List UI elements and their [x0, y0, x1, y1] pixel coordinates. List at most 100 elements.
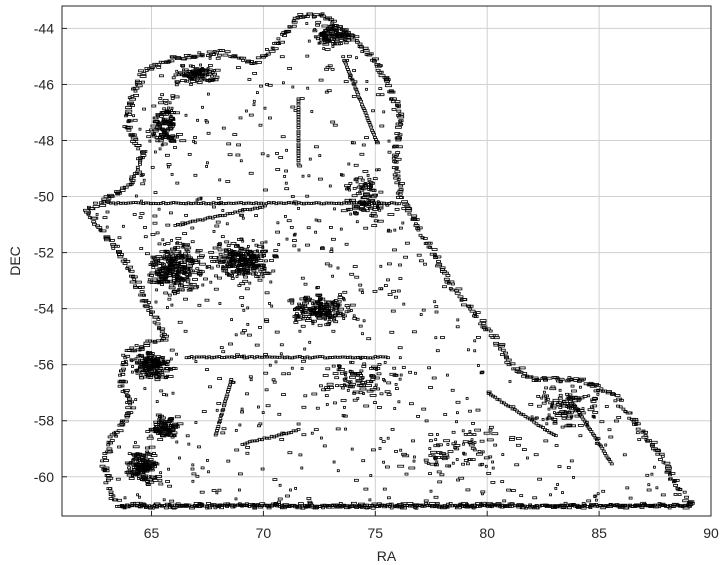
data-point [301, 433, 307, 437]
data-point [398, 119, 403, 123]
data-point [389, 97, 397, 101]
data-point [245, 258, 250, 262]
data-point [292, 233, 296, 237]
data-point [257, 504, 262, 508]
data-point [174, 254, 177, 258]
data-point [350, 371, 355, 375]
data-point [187, 152, 192, 156]
data-point [668, 473, 672, 477]
data-point [152, 479, 159, 482]
data-point [156, 432, 160, 435]
data-point [296, 139, 301, 142]
data-point [147, 367, 154, 371]
data-point [130, 349, 136, 353]
data-point [453, 446, 458, 450]
data-point [333, 39, 340, 43]
data-point [366, 337, 372, 341]
data-point [352, 398, 358, 402]
data-point [173, 425, 179, 429]
data-point [132, 118, 138, 122]
data-point [327, 201, 331, 205]
data-point [221, 427, 227, 431]
data-point [401, 452, 408, 456]
data-point [319, 202, 324, 206]
data-point [257, 263, 265, 267]
data-point [125, 406, 133, 410]
data-point [355, 90, 360, 94]
data-point [387, 213, 395, 216]
data-point [613, 399, 618, 403]
data-point [289, 430, 294, 434]
data-point [325, 65, 331, 69]
data-point [186, 264, 194, 268]
data-point [296, 115, 301, 119]
data-point [173, 146, 177, 149]
data-point [307, 174, 311, 178]
data-point [208, 385, 212, 389]
data-point [142, 504, 147, 507]
data-point [473, 349, 477, 353]
data-point [127, 466, 131, 470]
data-point [252, 439, 257, 443]
data-point [396, 105, 401, 109]
data-point [165, 269, 169, 273]
data-point [162, 99, 169, 102]
data-point [328, 355, 333, 359]
data-point [272, 355, 277, 359]
data-point [470, 438, 474, 442]
data-point [161, 333, 167, 336]
data-point [289, 488, 292, 492]
data-point [190, 226, 195, 230]
data-point [217, 53, 222, 57]
data-point [540, 503, 545, 507]
data-point [332, 460, 336, 464]
data-point [131, 201, 136, 205]
data-point [392, 366, 397, 370]
data-point [159, 389, 164, 393]
data-point [237, 472, 243, 476]
data-point [272, 478, 278, 482]
data-point [376, 372, 382, 376]
data-point [217, 276, 222, 280]
data-point [262, 272, 270, 275]
data-point [296, 144, 301, 148]
data-point [126, 411, 134, 415]
data-point [544, 386, 548, 390]
data-point [593, 495, 597, 498]
data-point [241, 329, 247, 332]
data-point [180, 73, 184, 77]
data-point [138, 162, 142, 166]
data-point [558, 388, 562, 392]
data-point [534, 379, 541, 383]
data-point [567, 406, 572, 410]
data-point [369, 374, 373, 377]
data-point [354, 88, 359, 91]
data-point [350, 141, 354, 144]
data-point [176, 73, 181, 77]
data-point [405, 206, 412, 210]
data-point [353, 478, 359, 482]
data-point [525, 505, 530, 508]
data-point [230, 276, 235, 280]
data-point [364, 136, 369, 140]
data-point [633, 503, 637, 507]
data-point [135, 168, 140, 172]
data-point [219, 414, 224, 417]
data-point [308, 340, 312, 344]
data-point [147, 339, 152, 343]
data-point [384, 390, 391, 394]
data-point [141, 156, 145, 160]
data-point [394, 449, 398, 453]
data-point [600, 446, 605, 450]
data-point [254, 214, 259, 218]
data-point [109, 238, 115, 242]
data-point [660, 503, 665, 507]
data-point [218, 213, 223, 217]
data-point [260, 152, 265, 156]
data-point [150, 132, 154, 136]
data-point [394, 202, 399, 206]
data-point [213, 287, 219, 291]
data-point [158, 123, 162, 127]
data-point [132, 213, 137, 216]
data-point [653, 465, 656, 469]
